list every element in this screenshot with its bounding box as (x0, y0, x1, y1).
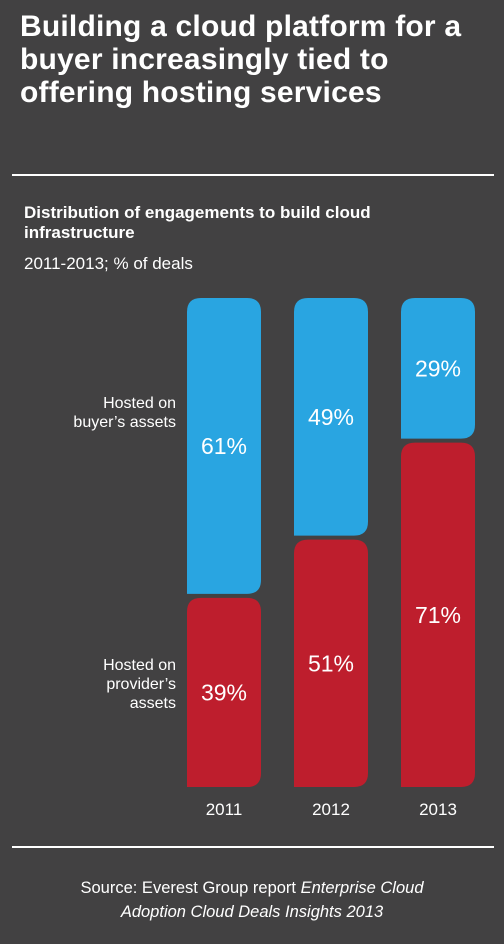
label-provider-2012: 51% (308, 650, 354, 676)
bar-provider-2013 (401, 442, 475, 787)
chart-title: Building a cloud platform for a buyer in… (20, 10, 462, 109)
top-divider (12, 174, 494, 176)
bar-buyer-2012 (294, 298, 368, 536)
source-title-line1: Enterprise Cloud (300, 879, 424, 897)
label-buyer-2012: 49% (308, 404, 354, 430)
x-tick-2011: 2011 (206, 800, 243, 819)
legend-provider-line: Hosted on (103, 657, 176, 674)
chart-units: 2011-2013; % of deals (24, 254, 193, 273)
bar-buyer-2011 (187, 298, 261, 594)
legend-provider-line: assets (130, 695, 176, 712)
chart-subtitle: Distribution of engagements to build clo… (24, 203, 371, 242)
x-tick-2013: 2013 (419, 800, 457, 819)
legend-provider-line: provider’s (106, 676, 176, 693)
bottom-divider (12, 846, 494, 848)
source-title-line2: Adoption Cloud Deals Insights 2013 (120, 903, 384, 921)
x-tick-2012: 2012 (312, 800, 350, 819)
label-provider-2011: 39% (201, 679, 247, 705)
bar-provider-2011 (187, 597, 261, 787)
label-provider-2013: 71% (415, 602, 461, 628)
source-note: Source: Everest Group report Enterprise … (10, 876, 494, 924)
bar-provider-2012 (294, 539, 368, 787)
label-buyer-2013: 29% (415, 355, 461, 381)
legend-buyer-line: buyer’s assets (73, 414, 176, 431)
legend-buyer-line: Hosted on (103, 395, 176, 412)
label-buyer-2011: 61% (201, 433, 247, 459)
bar-buyer-2013 (401, 298, 475, 439)
source-prefix: Source: Everest Group report (80, 879, 296, 897)
